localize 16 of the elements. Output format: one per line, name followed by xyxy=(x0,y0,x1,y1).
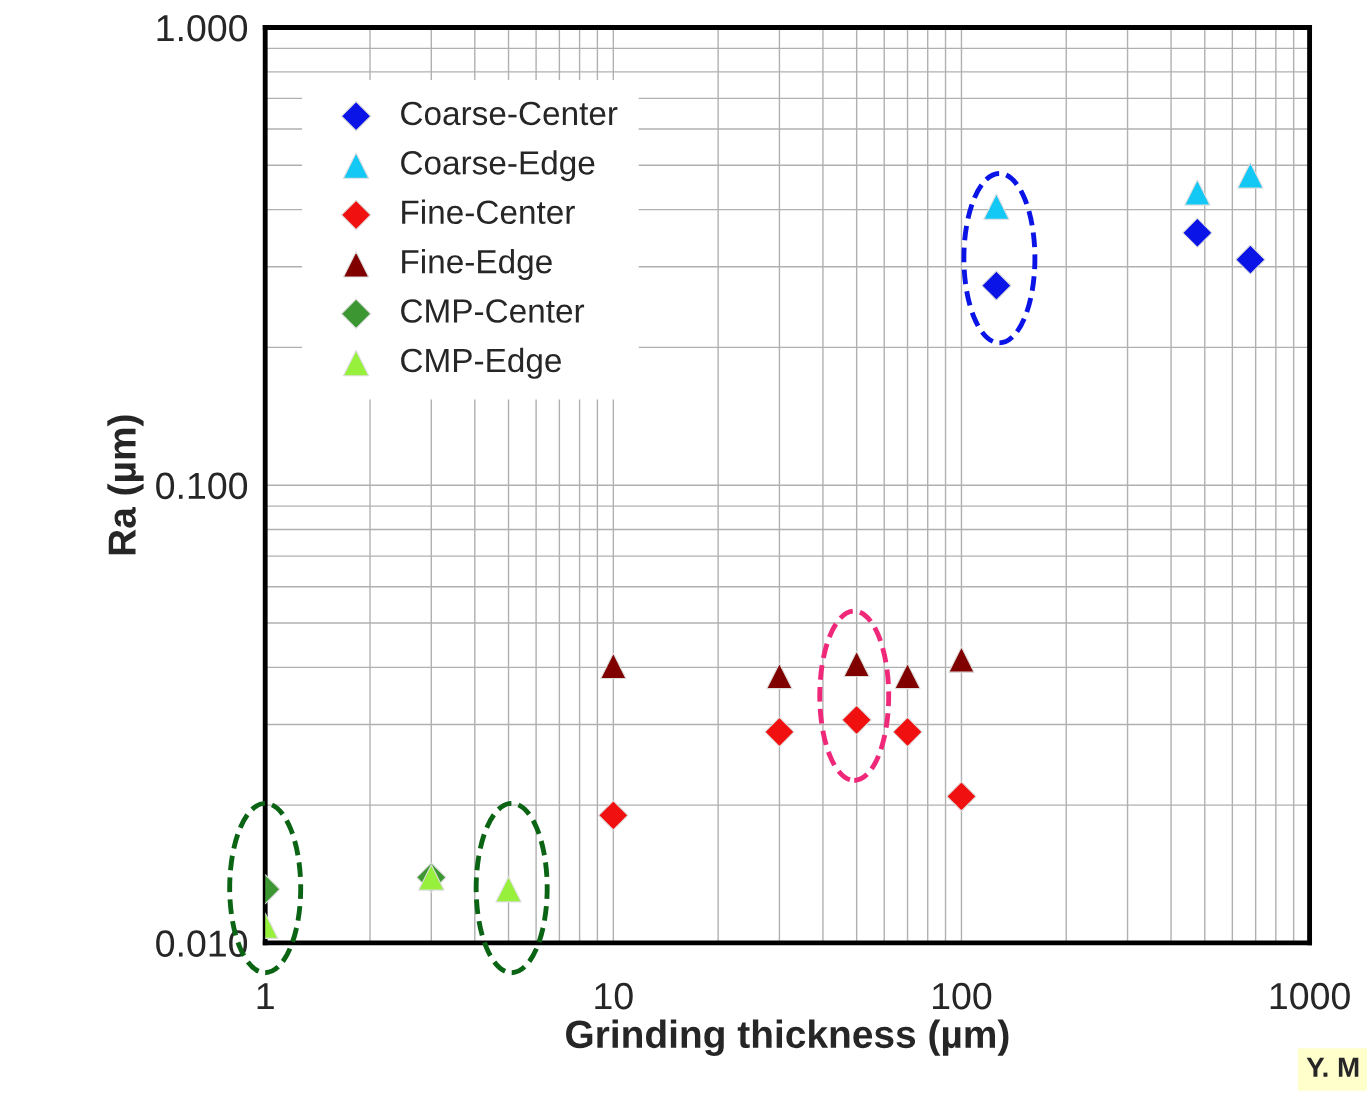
x-tick-label: 1 xyxy=(257,983,274,1010)
x-tick-label: 10 xyxy=(595,982,633,1010)
y-tick-label: 0.100 xyxy=(156,472,248,500)
x-axis-title: Grinding thickness (µm) xyxy=(566,1019,1009,1056)
legend-label: CMP-Edge xyxy=(401,347,561,379)
legend-label: Coarse-Edge xyxy=(401,150,595,182)
y-tick-label: 0.010 xyxy=(156,930,248,957)
legend-label: Fine-Edge xyxy=(402,248,552,281)
x-tick-label: 1000 xyxy=(1270,982,1350,1010)
x-tick-label: 100 xyxy=(933,982,992,1010)
text: Y. M xyxy=(1306,1057,1359,1077)
legend-label: CMP-Center xyxy=(401,299,585,323)
legend-label: Coarse-Center xyxy=(401,101,618,126)
y-tick-label: 1.000 xyxy=(157,14,248,42)
y-axis-title: Ra (µm) xyxy=(107,415,144,555)
legend-label: Fine-Center xyxy=(402,199,575,225)
